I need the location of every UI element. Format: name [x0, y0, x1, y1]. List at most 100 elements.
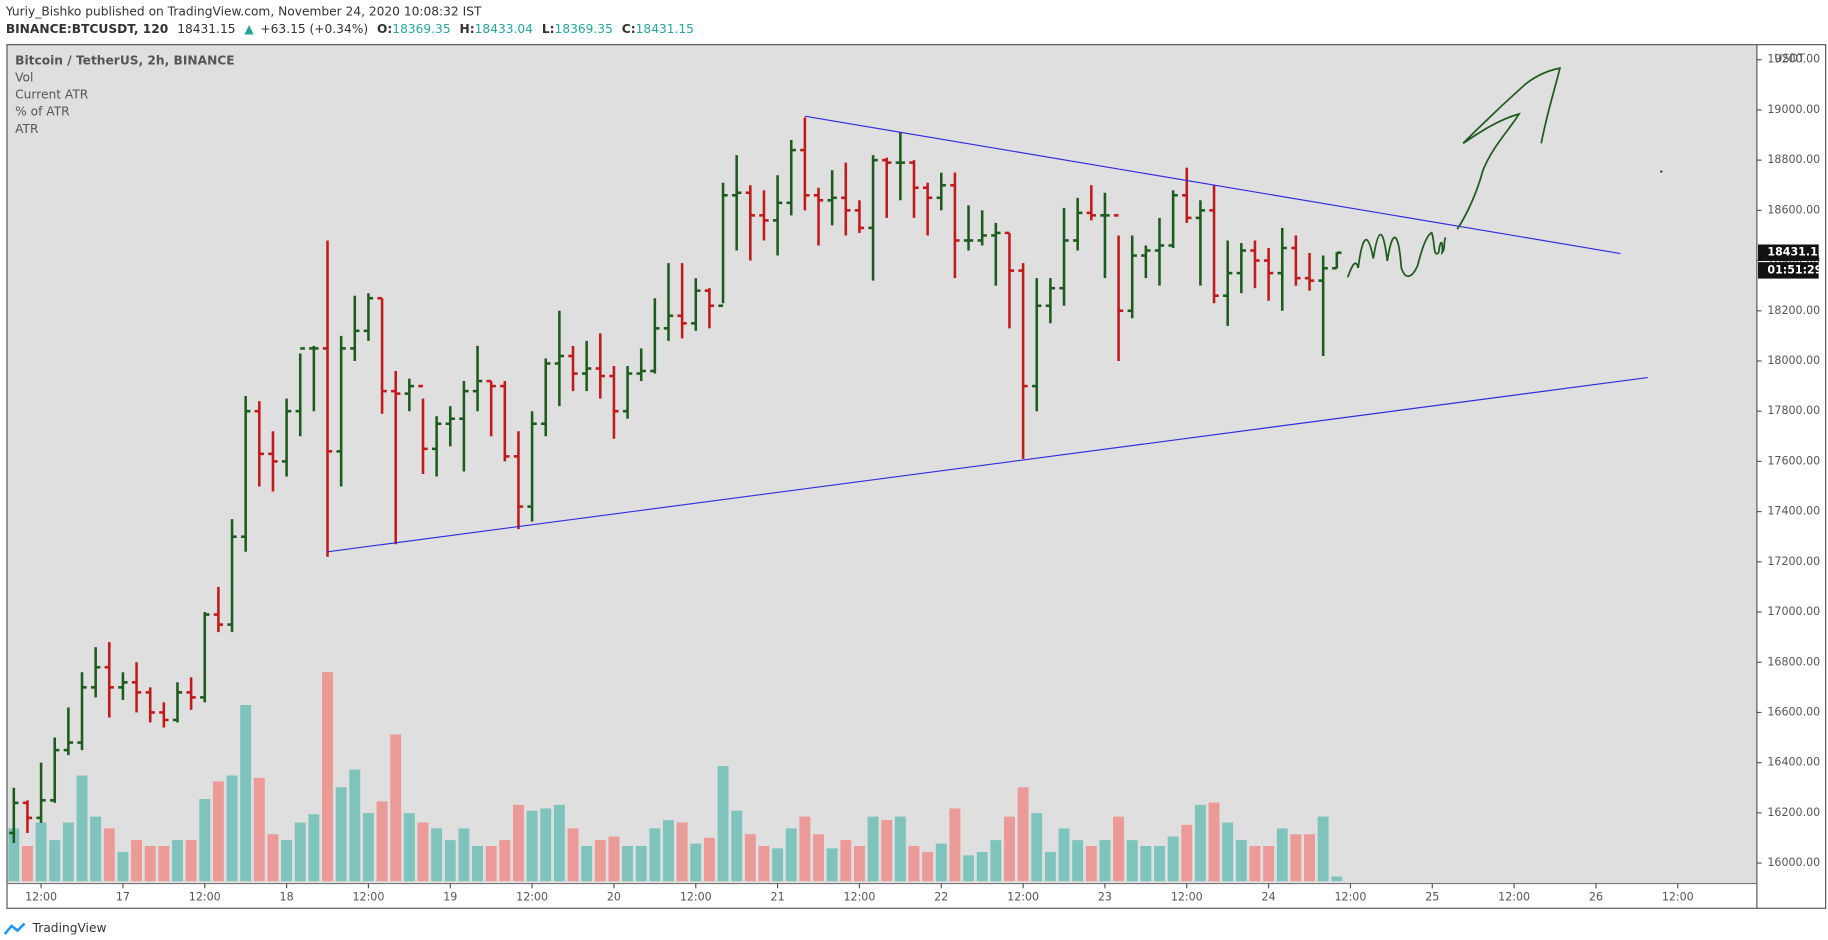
legend-item: Vol: [15, 71, 33, 85]
y-tick-label: 17600.00: [1767, 454, 1820, 467]
volume-bar: [1304, 834, 1315, 882]
volume-bar: [1249, 846, 1261, 882]
volume-bar: [403, 813, 415, 882]
volume-bar: [1208, 802, 1220, 882]
volume-bar: [881, 820, 893, 882]
volume-bar: [8, 828, 20, 882]
volume-bar: [35, 822, 47, 882]
y-tick-label: 16600.00: [1767, 705, 1820, 718]
x-tick-label: 12:00: [680, 891, 712, 904]
dot: [1660, 170, 1663, 173]
x-tick-label: 20: [607, 891, 621, 904]
volume-bar: [144, 846, 156, 882]
volume-bar: [813, 834, 824, 882]
x-tick-label: 25: [1425, 891, 1439, 904]
volume-bar: [308, 814, 320, 882]
high-label: H:: [460, 21, 475, 35]
volume-bar: [499, 840, 511, 882]
volume-bar: [226, 775, 238, 882]
volume-bar: [131, 840, 143, 882]
x-tick-label: 24: [1262, 891, 1276, 904]
y-tick-label: 19200.00: [1767, 53, 1820, 66]
volume-bar: [935, 843, 947, 882]
plot-area: [6, 44, 1757, 884]
x-tick-label: 12:00: [1334, 891, 1366, 904]
volume-bar: [581, 846, 593, 882]
volume-bar: [1235, 840, 1247, 882]
trend-line: [804, 115, 1621, 255]
low: 18369.35: [555, 21, 613, 35]
volume-bar: [90, 816, 102, 882]
logo: [3, 922, 26, 935]
volume-bar: [553, 804, 565, 882]
volume-bar: [908, 846, 920, 882]
legend-item: Current ATR: [15, 88, 89, 102]
volume-bar: [990, 840, 1002, 882]
volume-bar: [963, 855, 975, 882]
volume-bar: [731, 810, 743, 882]
volume-bar: [335, 787, 347, 882]
volume-bar: [62, 822, 74, 882]
volume-bar: [1017, 787, 1029, 882]
volume-bar: [294, 822, 306, 882]
volume-bar: [212, 781, 224, 882]
volume-bar: [1194, 804, 1206, 882]
volume-bar: [49, 840, 61, 882]
volume-bar: [76, 775, 88, 882]
x-tick-label: 12:00: [516, 891, 548, 904]
volume-bar: [362, 813, 374, 882]
volume-bar: [172, 840, 183, 882]
volume-bar: [785, 828, 797, 882]
x-tick-label: 12:00: [189, 891, 221, 904]
volume-bar: [103, 828, 115, 882]
volume-bar: [1181, 824, 1193, 882]
volume-bar: [949, 808, 961, 882]
close-label: C:: [622, 21, 636, 35]
x-tick-label: 22: [934, 891, 948, 904]
x-tick-label: 17: [116, 891, 130, 904]
y-tick-label: 16800.00: [1767, 655, 1820, 668]
volume-bar: [1222, 822, 1234, 882]
volume-bar: [1317, 816, 1329, 882]
volume-bar: [117, 851, 129, 882]
volume-bar: [485, 846, 497, 882]
y-tick-label: 17400.00: [1767, 505, 1820, 518]
y-tick-label: 17800.00: [1767, 404, 1820, 417]
volume-bar: [594, 840, 606, 882]
volume-bar: [1140, 846, 1152, 882]
x-tick-label: 23: [1098, 891, 1112, 904]
y-tick-label: 18000.00: [1767, 354, 1820, 367]
volume-bar: [240, 705, 252, 882]
trend-line: [327, 376, 1648, 553]
x-tick-label: 26: [1589, 891, 1603, 904]
volume-bar: [458, 828, 470, 882]
volume-bar: [676, 822, 688, 882]
volume-bar: [826, 848, 838, 882]
volume-bar: [799, 816, 811, 882]
change: +63.15 (+0.34%): [260, 21, 368, 35]
y-tick-label: 19000.00: [1767, 103, 1820, 116]
price-label: 18431.15: [1767, 246, 1825, 259]
volume-bar: [1126, 840, 1138, 882]
volume-bar: [21, 846, 33, 882]
volume-bar: [1099, 840, 1111, 882]
volume-bar: [376, 801, 388, 882]
volume-bar: [772, 848, 784, 882]
volume-bar: [158, 846, 170, 882]
volume-bar: [649, 828, 661, 882]
volume-bar: [390, 734, 402, 882]
volume-bar: [608, 836, 620, 882]
x-tick-label: 12:00: [1171, 891, 1203, 904]
volume-bar: [690, 843, 702, 882]
volume-bar: [840, 840, 852, 882]
currency: USDT: [1774, 52, 1805, 65]
volume-bar: [1058, 828, 1070, 882]
y-tick-label: 16200.00: [1767, 806, 1820, 819]
symbol-name: BINANCE:BTCUSDT, 120: [6, 21, 168, 35]
y-tick-label: 18800.00: [1767, 153, 1820, 166]
plot: [8, 115, 1648, 882]
volume-bar: [622, 846, 634, 882]
time-axis: [6, 883, 1757, 909]
volume-bar: [417, 822, 429, 882]
